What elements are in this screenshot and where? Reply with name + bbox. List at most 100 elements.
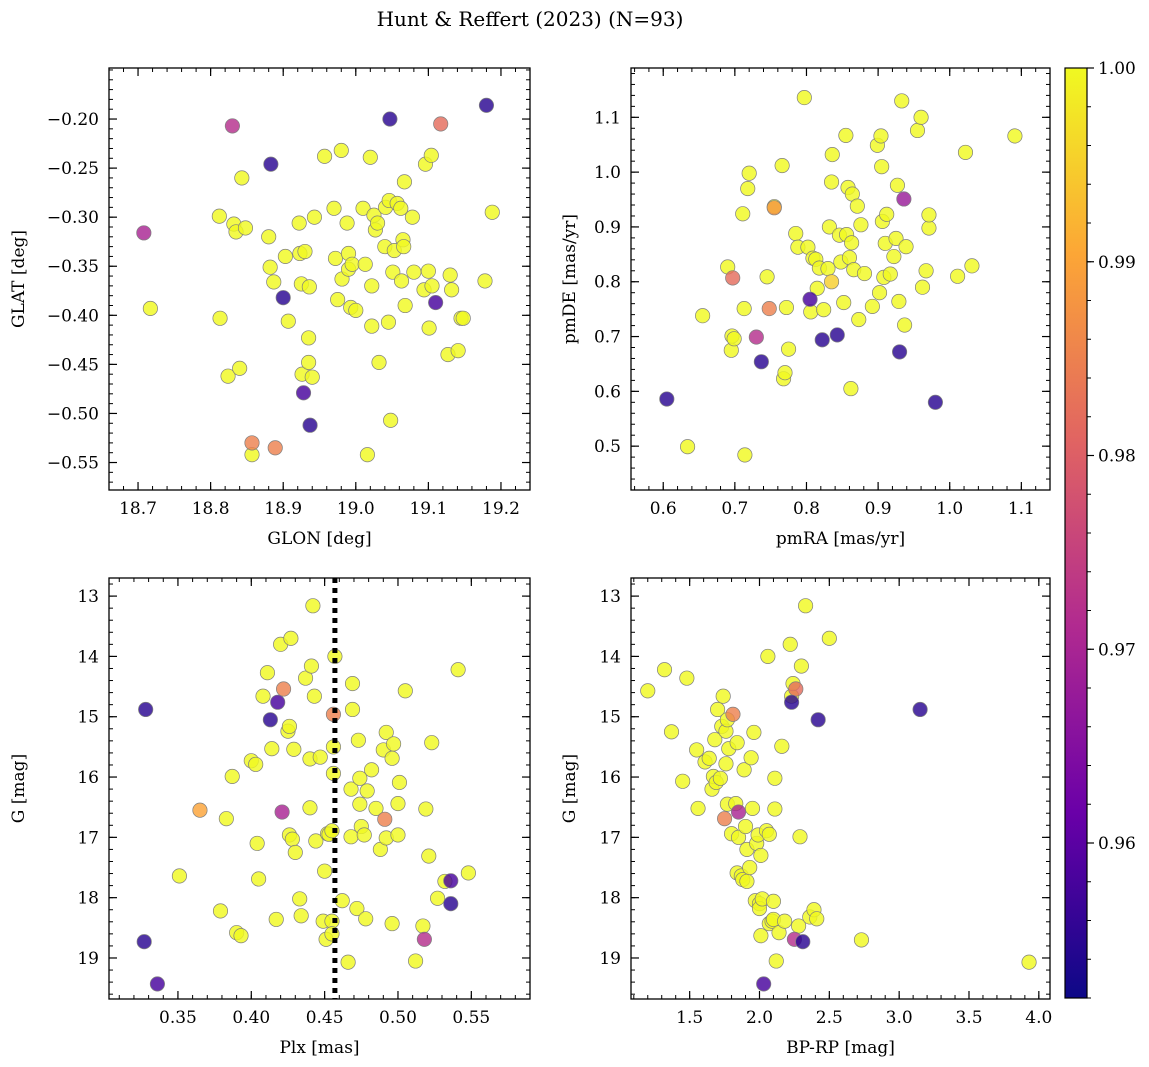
data-point bbox=[856, 265, 873, 282]
colorbar-gradient bbox=[1064, 67, 1088, 999]
data-point bbox=[393, 273, 410, 289]
data-point bbox=[849, 198, 865, 214]
data-point bbox=[829, 327, 845, 343]
data-point bbox=[326, 200, 342, 216]
y-tick-label: −0.30 bbox=[47, 208, 99, 228]
y-tick-label: 14 bbox=[599, 647, 621, 667]
figure-title: Hunt & Reffert (2023) (N=93) bbox=[377, 7, 684, 31]
data-point bbox=[823, 274, 840, 290]
data-point bbox=[291, 215, 307, 231]
x-tick-label: 19.1 bbox=[409, 499, 447, 519]
x-tick-label: 3.5 bbox=[955, 1008, 982, 1028]
data-point bbox=[718, 756, 734, 772]
colorbar: 0.96 0.97 0.98 0.99 1.00 bbox=[1064, 59, 1136, 999]
data-point bbox=[746, 724, 762, 740]
x-tick-label: 0.8 bbox=[793, 499, 820, 519]
data-point bbox=[689, 742, 705, 758]
data-point bbox=[821, 630, 837, 646]
data-point bbox=[821, 219, 837, 235]
data-point bbox=[788, 681, 804, 697]
y-tick-label: 16 bbox=[599, 768, 621, 788]
colorbar-tick-label: 1.00 bbox=[1098, 59, 1136, 79]
data-point bbox=[912, 701, 928, 718]
data-point bbox=[275, 290, 291, 306]
y-tick-label: 18 bbox=[599, 889, 621, 909]
y-axis-label: G [mag] bbox=[9, 754, 29, 823]
data-point bbox=[823, 174, 840, 190]
data-point bbox=[921, 207, 937, 223]
data-point bbox=[276, 681, 292, 697]
data-point bbox=[421, 848, 437, 864]
x-axis-label: GLON [deg] bbox=[267, 529, 371, 549]
data-point bbox=[396, 239, 412, 255]
data-point bbox=[838, 127, 854, 143]
data-point bbox=[339, 215, 355, 231]
data-point bbox=[301, 354, 317, 370]
panel-glon-glat: 18.7 18.8 18.9 19.0 19.1 19.2 −0.55 −0.50 −0.45 −… bbox=[9, 67, 531, 549]
x-tick-label: 3.0 bbox=[886, 1008, 913, 1028]
data-point bbox=[950, 268, 966, 284]
data-point bbox=[383, 412, 399, 428]
data-point bbox=[725, 270, 741, 286]
data-point bbox=[792, 829, 808, 845]
data-point bbox=[882, 266, 898, 282]
x-tick-label: 0.6 bbox=[650, 499, 677, 519]
data-point bbox=[809, 911, 825, 927]
y-tick-label: −0.25 bbox=[47, 159, 99, 179]
data-point bbox=[302, 417, 318, 433]
data-point bbox=[739, 873, 755, 889]
data-point bbox=[218, 811, 234, 827]
x-tick-label: 18.7 bbox=[119, 499, 157, 519]
data-point bbox=[753, 354, 769, 370]
data-point bbox=[774, 158, 790, 174]
y-tick-label: −0.55 bbox=[47, 454, 99, 474]
data-point bbox=[298, 670, 314, 686]
data-point bbox=[364, 278, 380, 294]
data-point bbox=[352, 770, 368, 786]
data-point bbox=[390, 827, 406, 843]
data-point bbox=[330, 292, 346, 308]
data-point bbox=[1007, 128, 1023, 144]
y-tick-label: 0.7 bbox=[594, 328, 621, 348]
data-point bbox=[421, 320, 437, 336]
y-tick-label: 0.8 bbox=[594, 273, 621, 293]
y-tick-label: 14 bbox=[77, 647, 99, 667]
data-point bbox=[220, 368, 236, 384]
data-point bbox=[142, 300, 158, 316]
data-point bbox=[765, 893, 782, 909]
data-point bbox=[304, 369, 320, 385]
data-point bbox=[327, 250, 344, 266]
data-point bbox=[303, 658, 319, 674]
data-point bbox=[406, 264, 422, 280]
y-tick-label: 0.6 bbox=[594, 382, 621, 402]
data-point bbox=[344, 676, 361, 692]
data-point bbox=[442, 267, 458, 283]
data-point bbox=[735, 206, 751, 222]
data-point bbox=[957, 144, 974, 160]
data-point bbox=[809, 280, 825, 296]
data-point bbox=[393, 200, 409, 216]
y-tick-label: 15 bbox=[599, 708, 621, 728]
data-point bbox=[249, 835, 265, 851]
data-point bbox=[455, 310, 471, 326]
x-tick-label: 1.5 bbox=[676, 1008, 703, 1028]
data-point bbox=[224, 118, 240, 134]
data-point bbox=[729, 735, 745, 751]
data-point bbox=[726, 331, 742, 347]
data-point bbox=[888, 230, 904, 246]
data-point bbox=[796, 90, 812, 106]
data-point bbox=[287, 844, 303, 860]
data-point bbox=[871, 285, 888, 301]
data-point bbox=[874, 159, 890, 175]
y-tick-label: 17 bbox=[599, 828, 621, 848]
y-tick-label: 0.9 bbox=[594, 218, 621, 238]
data-point bbox=[266, 274, 282, 290]
x-tick-label: 2.0 bbox=[746, 1008, 773, 1028]
data-point bbox=[390, 796, 406, 812]
data-point bbox=[428, 295, 444, 311]
data-point bbox=[898, 239, 914, 255]
data-point bbox=[264, 741, 280, 757]
data-point bbox=[802, 291, 818, 307]
y-tick-label: 13 bbox=[599, 587, 621, 607]
data-point bbox=[281, 718, 297, 734]
